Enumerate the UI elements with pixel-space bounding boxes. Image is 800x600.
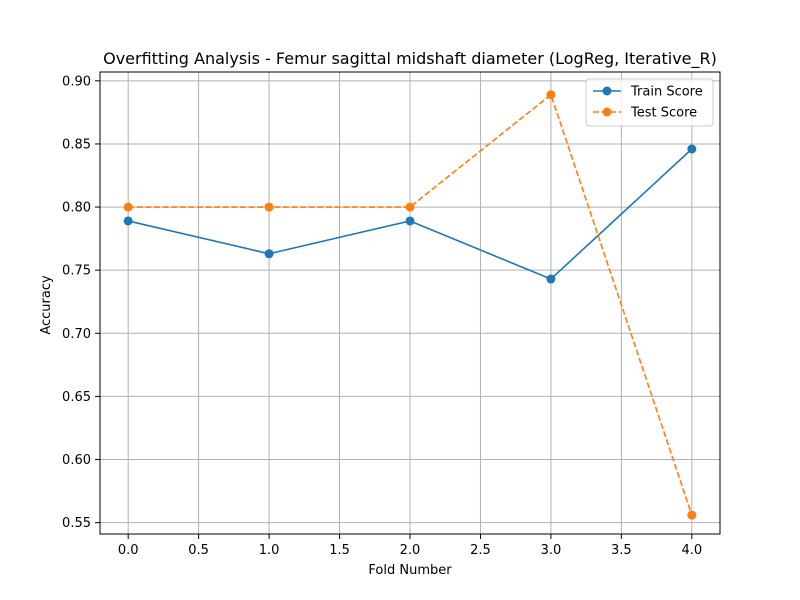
y-tick-label: 0.55 — [62, 516, 91, 531]
legend-label-train-score: Train Score — [630, 85, 703, 100]
x-tick-label: 1.0 — [259, 543, 280, 558]
data-point-test-score — [264, 202, 274, 212]
x-axis-label: Fold Number — [368, 563, 452, 578]
y-tick-label: 0.75 — [62, 264, 91, 279]
data-point-test-score — [687, 510, 697, 520]
x-tick-label: 0.5 — [188, 543, 209, 558]
y-tick-label: 0.60 — [62, 453, 91, 468]
data-point-train-score — [405, 216, 415, 226]
data-point-test-score — [123, 202, 133, 212]
legend-marker-train-score — [602, 86, 612, 96]
x-tick-label: 0.0 — [118, 543, 139, 558]
x-tick-label: 1.5 — [329, 543, 350, 558]
data-point-train-score — [123, 216, 133, 226]
legend-label-test-score: Test Score — [630, 106, 697, 121]
ticks: 0.0 0.5 1.0 1.5 2.0 2.5 3.0 3.5 4.0 0.55 0.60 0.65 0… — [62, 74, 702, 558]
y-tick-label: 0.70 — [62, 327, 91, 342]
data-point-train-score — [264, 249, 274, 259]
series-test-score — [123, 90, 697, 520]
chart-title: Overfitting Analysis - Femur sagittal mi… — [103, 49, 717, 69]
y-tick-label: 0.80 — [62, 201, 91, 216]
x-tick-label: 2.5 — [470, 543, 491, 558]
data-point-train-score — [546, 274, 556, 284]
data-point-test-score — [546, 90, 556, 100]
x-tick-label: 4.0 — [681, 543, 702, 558]
x-tick-label: 2.0 — [400, 543, 421, 558]
data-point-train-score — [687, 144, 697, 154]
x-tick-label: 3.0 — [541, 543, 562, 558]
y-tick-label: 0.85 — [62, 137, 91, 152]
y-tick-label: 0.65 — [62, 390, 91, 405]
y-axis-label: Accuracy — [39, 275, 54, 335]
legend-marker-test-score — [602, 107, 612, 117]
y-tick-label: 0.90 — [62, 74, 91, 89]
series-layer — [123, 90, 697, 520]
legend: Train Score Test Score — [585, 78, 714, 127]
x-tick-label: 3.5 — [611, 543, 632, 558]
data-point-test-score — [405, 202, 415, 212]
